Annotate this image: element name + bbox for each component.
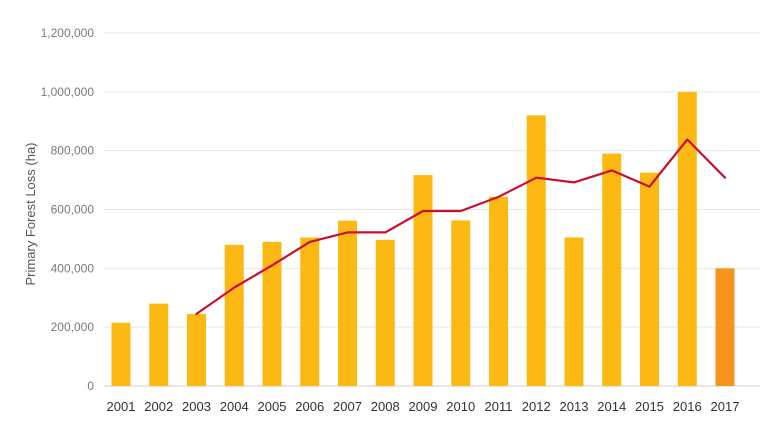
bar-2004 xyxy=(224,244,244,386)
bar-2010 xyxy=(451,220,471,386)
bars xyxy=(111,91,735,386)
bar-2002 xyxy=(149,303,169,386)
trend-line xyxy=(195,138,727,315)
x-tick-label: 2002 xyxy=(144,399,173,414)
x-tick-label: 2016 xyxy=(673,399,702,414)
bar-2008 xyxy=(375,239,395,386)
x-tick-label: 2017 xyxy=(711,399,740,414)
y-tick-label: 400,000 xyxy=(51,261,95,275)
y-tick-label: 800,000 xyxy=(51,144,95,158)
y-tick-label: 1,200,000 xyxy=(41,26,95,40)
x-tick-label: 2010 xyxy=(446,399,475,414)
x-tick-label: 2011 xyxy=(485,399,513,414)
bar-2017 xyxy=(715,268,735,386)
y-tick-label: 0 xyxy=(87,379,94,393)
bar-2007 xyxy=(338,220,357,386)
y-axis-ticks: 0 200,000 400,000 600,000 800,000 1,000,000 1,… xyxy=(41,26,95,393)
bar-2011 xyxy=(489,196,508,386)
y-tick-label: 600,000 xyxy=(51,203,95,217)
bar-2012 xyxy=(526,115,546,386)
x-tick-label: 2001 xyxy=(107,399,136,414)
bar-2013 xyxy=(564,237,584,386)
x-tick-label: 2006 xyxy=(295,399,324,414)
bar-2005 xyxy=(262,241,282,386)
x-tick-label: 2013 xyxy=(560,399,589,414)
x-tick-label: 2003 xyxy=(182,399,211,414)
bar-2009 xyxy=(413,175,433,386)
y-tick-label: 1,000,000 xyxy=(41,85,95,99)
bar-2006 xyxy=(300,237,320,386)
trend-line-group xyxy=(195,138,727,315)
x-tick-label: 2014 xyxy=(597,399,626,414)
bar-2015 xyxy=(640,172,659,386)
bar-2001 xyxy=(111,322,131,386)
y-axis-label: Primary Forest Loss (ha) xyxy=(23,142,38,285)
bar-2016 xyxy=(677,91,697,386)
x-tick-label: 2005 xyxy=(258,399,287,414)
bar-2014 xyxy=(602,153,622,386)
x-tick-label: 2015 xyxy=(635,399,664,414)
x-tick-label: 2009 xyxy=(409,399,438,414)
x-tick-label: 2007 xyxy=(333,399,362,414)
x-tick-label: 2004 xyxy=(220,399,249,414)
y-tick-label: 200,000 xyxy=(51,320,95,334)
x-axis-ticks: 2001 2002 2003 2004 2005 2006 2007 2008 2009 2010… xyxy=(107,399,740,414)
x-tick-label: 2008 xyxy=(371,399,400,414)
x-tick-label: 2012 xyxy=(522,399,551,414)
bar-2003 xyxy=(187,313,206,386)
